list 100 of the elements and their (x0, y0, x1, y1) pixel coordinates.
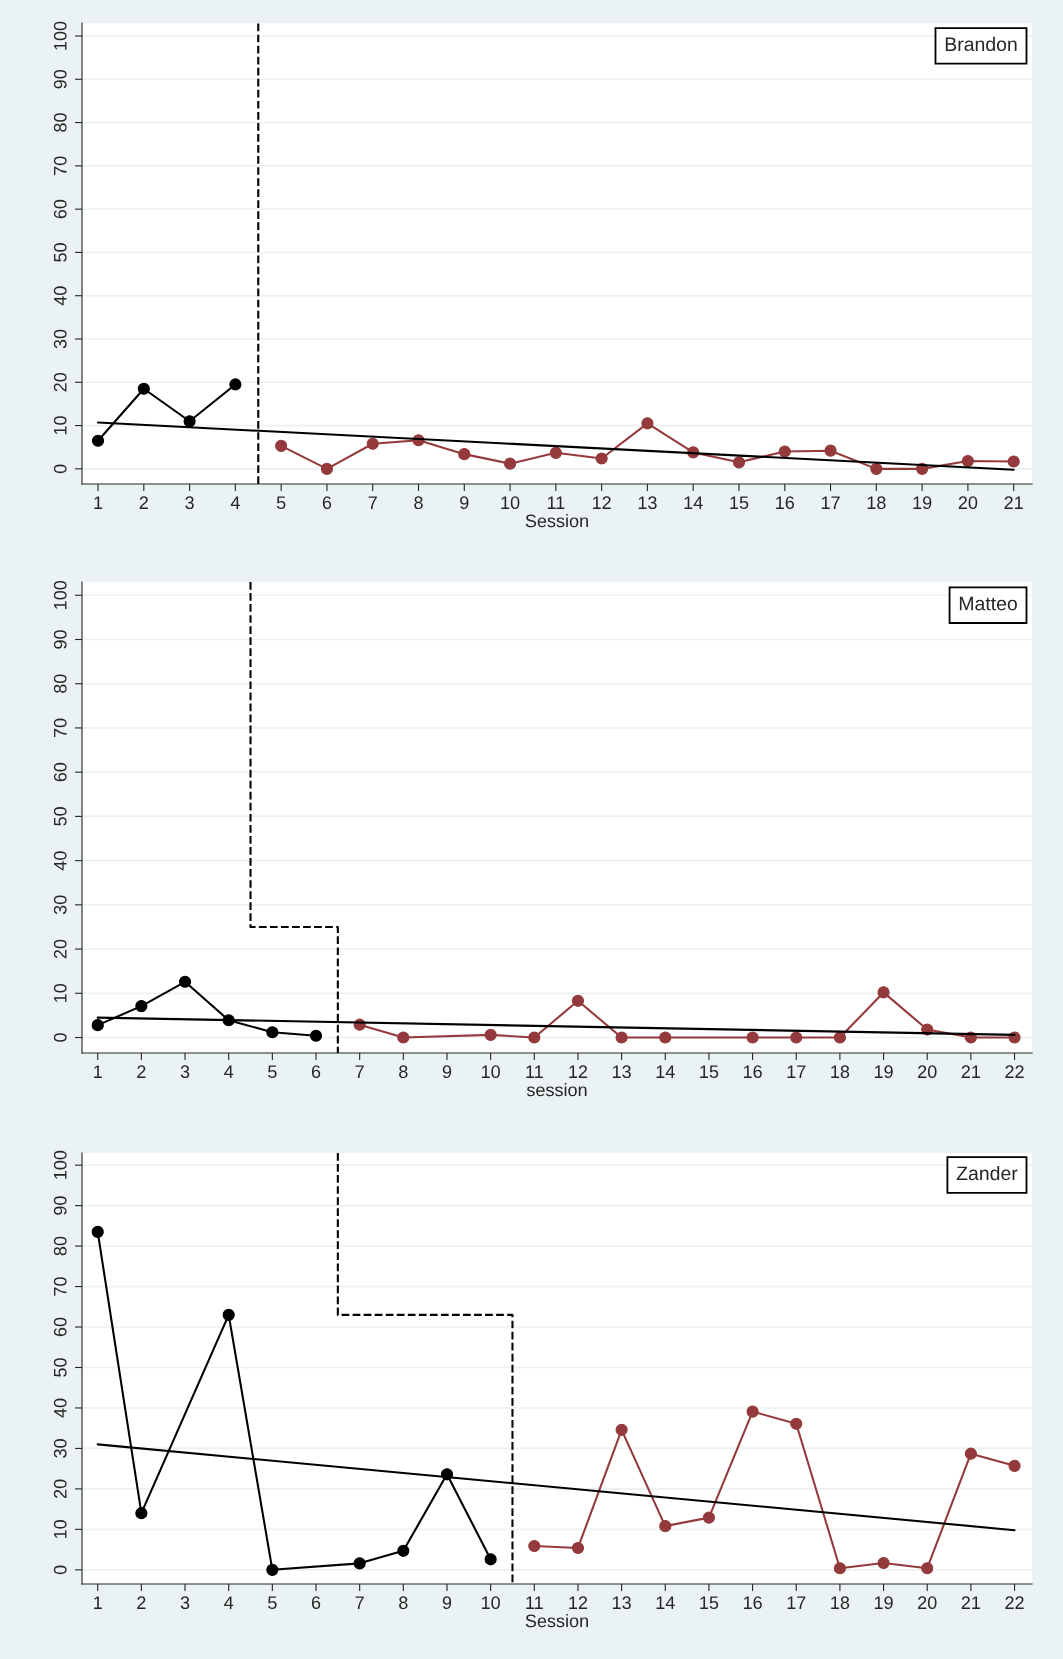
y-tick-label: 30 (53, 1439, 67, 1458)
point (790, 1417, 803, 1430)
y-tick-label: 10 (53, 983, 67, 1002)
point (870, 462, 883, 475)
x-tick-label: 12 (592, 496, 611, 509)
x-tick-label: 11 (526, 1065, 543, 1078)
y-tick-label: 90 (53, 69, 67, 89)
x-tick-label: 19 (913, 496, 932, 510)
point (746, 1405, 759, 1418)
point (833, 1031, 846, 1044)
annotation: Brandon (945, 36, 1017, 52)
x-tick-label: 14 (656, 1065, 675, 1078)
x-tick-label: 5 (276, 496, 286, 510)
y-tick-label: 100 (53, 580, 67, 609)
x-tick-label: 17 (821, 496, 840, 509)
x-tick-label: 20 (918, 1596, 937, 1610)
x-tick-label: 20 (918, 1065, 937, 1079)
point (921, 1562, 934, 1575)
point (135, 1000, 148, 1013)
point (91, 1225, 104, 1238)
point (397, 1031, 410, 1044)
x-tick-label: 22 (1005, 1065, 1024, 1078)
y-tick-label: 50 (53, 1358, 67, 1377)
point (877, 1556, 890, 1570)
y-tick-label: 60 (53, 1317, 67, 1337)
x-tick-label: 3 (180, 1065, 190, 1079)
x-tick-label: 10 (481, 1065, 500, 1079)
point (732, 456, 746, 469)
y-tick-label: 10 (53, 1520, 67, 1539)
x-tick-label: 13 (612, 1065, 631, 1079)
y-tick-label: 0 (53, 1033, 67, 1042)
y-tick-label: 20 (53, 372, 67, 392)
x-tick-label: 8 (399, 1065, 408, 1079)
point (824, 444, 837, 457)
y-tick-label: 80 (53, 113, 67, 132)
x-tick-label: 10 (481, 1596, 500, 1610)
point (659, 1031, 672, 1044)
y-tick-label: 90 (53, 630, 67, 649)
point (135, 1507, 148, 1520)
y-tick-label: 20 (53, 939, 67, 959)
y-tick-label: 100 (53, 21, 67, 50)
y-tick-label: 80 (53, 1236, 67, 1256)
point (353, 1557, 366, 1570)
x-tick-label: 4 (230, 496, 240, 509)
x-tick-label: 18 (831, 1596, 850, 1610)
x-tick-label: 14 (684, 496, 703, 509)
x-tick-label: 9 (442, 1065, 452, 1079)
x-tick-label: 10 (501, 496, 520, 510)
x-tick-label: 13 (638, 496, 657, 510)
x-tick-label: 5 (268, 1596, 277, 1610)
y-tick-label: 80 (53, 674, 67, 693)
point (91, 1019, 104, 1032)
y-tick-label: 40 (53, 851, 67, 871)
y-tick-label: 30 (53, 329, 67, 349)
point (964, 1447, 977, 1460)
y-tick-label: 20 (53, 1479, 67, 1499)
x-tick-label: 7 (355, 1596, 364, 1609)
x-axis-title: Session (525, 1614, 588, 1628)
point (833, 1562, 846, 1575)
point (1008, 1459, 1021, 1472)
x-tick-label: 7 (368, 496, 377, 509)
y-tick-label: 40 (53, 1398, 67, 1418)
x-tick-label: 16 (776, 496, 795, 510)
point (790, 1031, 803, 1044)
point (266, 1563, 279, 1576)
x-tick-label: 6 (322, 496, 332, 510)
point (178, 975, 192, 988)
point (504, 457, 517, 470)
x-tick-label: 15 (700, 1065, 719, 1079)
x-tick-label: 15 (730, 496, 749, 510)
point (702, 1511, 716, 1524)
point (366, 437, 379, 450)
point (91, 434, 105, 447)
x-tick-label: 1 (94, 1596, 102, 1609)
point (595, 452, 608, 465)
point (877, 986, 890, 999)
y-tick-label: 100 (53, 1150, 67, 1179)
y-tick-label: 30 (53, 895, 67, 915)
point (571, 994, 585, 1007)
x-tick-label: 8 (414, 496, 423, 510)
x-tick-label: 12 (569, 1596, 588, 1609)
x-tick-label: 17 (787, 1596, 806, 1609)
point (961, 454, 974, 468)
x-tick-label: 6 (311, 1596, 321, 1610)
y-tick-label: 50 (53, 243, 67, 262)
x-tick-label: 11 (526, 1596, 543, 1609)
x-tick-label: 9 (442, 1596, 452, 1610)
point (484, 1028, 497, 1041)
x-tick-label: 22 (1005, 1596, 1024, 1609)
point (183, 415, 196, 428)
x-tick-label: 2 (137, 1596, 146, 1609)
x-tick-label: 18 (867, 496, 886, 510)
x-tick-label: 20 (958, 496, 978, 510)
y-tick-label: 10 (53, 416, 67, 435)
y-tick-label: 0 (53, 464, 67, 474)
y-tick-label: 90 (53, 1196, 67, 1215)
x-tick-label: 21 (961, 1596, 981, 1609)
x-tick-label: 2 (137, 1065, 146, 1078)
point (320, 462, 334, 475)
point (615, 1031, 628, 1044)
